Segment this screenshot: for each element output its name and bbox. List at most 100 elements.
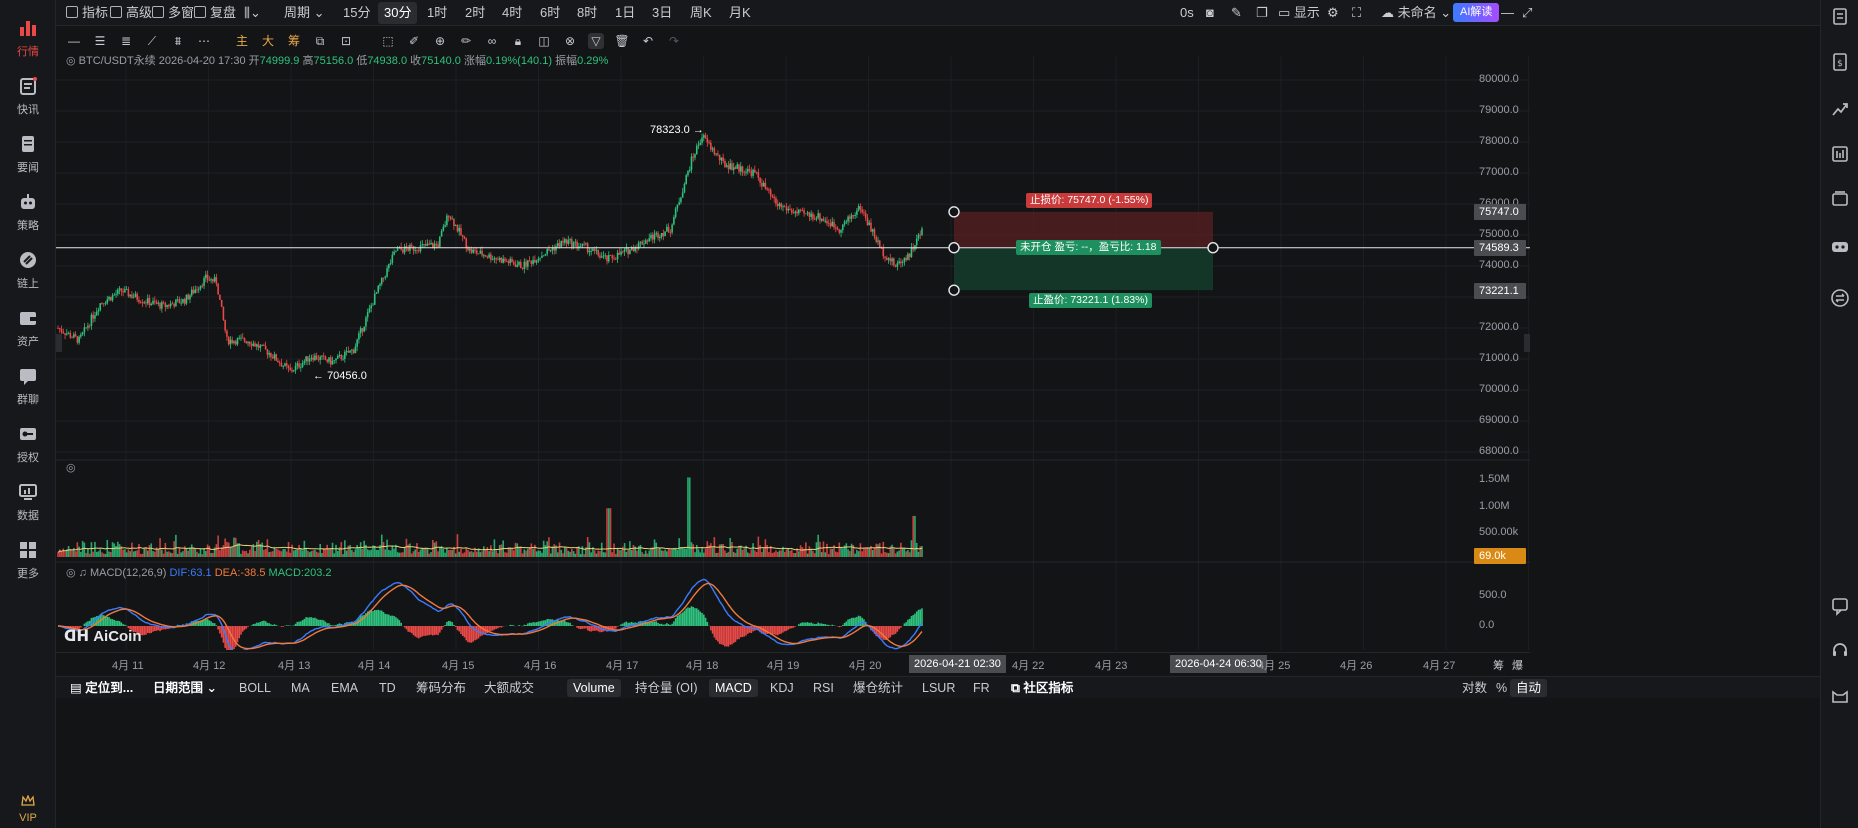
camera-icon[interactable]: ◙ <box>1206 5 1214 20</box>
minimize-icon[interactable]: — <box>1501 5 1514 20</box>
advanced-button[interactable]: 高级 <box>110 0 152 26</box>
nav-item-market[interactable]: 行情 <box>0 10 56 66</box>
interval-30m[interactable]: 30分 <box>378 2 418 24</box>
ruler-icon[interactable]: ✐ <box>408 34 420 48</box>
chart-type-button[interactable]: ⫼⌄ <box>244 0 261 26</box>
subchart-liquidation[interactable]: 爆仓统计 <box>853 681 904 695</box>
large-chip-button[interactable]: 大 <box>261 34 274 48</box>
period-button[interactable]: 周期 ⌄ <box>284 0 325 26</box>
auto-scale-toggle[interactable]: 自动 <box>1510 679 1548 697</box>
expand-icon[interactable]: ⤢ <box>1522 5 1533 20</box>
chip-dist-button[interactable]: 筹 <box>287 34 300 48</box>
subchart-rsi[interactable]: RSI <box>813 681 834 695</box>
main-chip-button[interactable]: 主 <box>235 34 248 48</box>
select-icon[interactable]: ⬚ <box>382 34 394 48</box>
subchart-macd[interactable]: MACD <box>709 679 758 697</box>
liquidation-tool-button[interactable]: 爆 <box>1512 660 1523 672</box>
nav-item-data[interactable]: 数据 <box>0 474 56 530</box>
interval-8h[interactable]: 8时 <box>577 5 598 20</box>
fullscreen-icon[interactable]: ⛶ <box>1352 5 1362 20</box>
chart-canvas[interactable] <box>56 56 1530 650</box>
channel-icon[interactable]: ≣ <box>120 34 132 48</box>
log-scale-toggle[interactable]: 对数 <box>1462 681 1488 695</box>
swap-icon[interactable] <box>1830 288 1850 308</box>
cat-icon[interactable] <box>1830 686 1850 706</box>
crop-icon[interactable]: ⊡ <box>340 34 352 48</box>
date-range-button[interactable]: 日期范围 ⌄ <box>153 677 217 699</box>
interval-week[interactable]: 周K <box>690 5 712 20</box>
nav-item-news[interactable]: 要闻 <box>0 126 56 182</box>
horizontal-line-icon[interactable]: ― <box>68 34 80 48</box>
position-status-tag[interactable]: 未开仓 盈亏: --，盈亏比: 1.18 <box>1016 240 1161 255</box>
layers-icon[interactable] <box>1830 190 1850 210</box>
eye-icon[interactable]: ◎ <box>66 567 76 579</box>
fib-icon[interactable]: ⩩ <box>174 34 182 48</box>
dollar-doc-icon[interactable]: $ <box>1830 52 1850 72</box>
indicator-button[interactable]: 指标 <box>66 0 108 26</box>
interval-1h[interactable]: 1时 <box>427 5 448 20</box>
subchart-lsur[interactable]: LSUR <box>922 681 956 695</box>
chip-tool-button[interactable]: 筹 <box>1493 660 1504 672</box>
stop-loss-tag[interactable]: 止损价: 75747.0 (-1.55%) <box>1026 193 1153 208</box>
volume-collapse-icon[interactable]: ◎ <box>66 462 76 474</box>
nav-item-chat[interactable]: 群聊 <box>0 358 56 414</box>
headset-icon[interactable] <box>1830 640 1850 660</box>
right-collapse-handle[interactable] <box>1524 334 1530 352</box>
layout-button[interactable]: ☁ 未命名 ⌄ <box>1381 0 1451 26</box>
trash-icon[interactable]: 🗑︎ <box>614 34 630 48</box>
undo-icon[interactable]: ↶ <box>642 34 654 48</box>
redo-icon[interactable]: ↷ <box>668 34 680 48</box>
time-axis[interactable]: 4月 11 4月 12 4月 13 4月 14 4月 15 4月 16 4月 1… <box>56 652 1530 674</box>
nav-item-flash[interactable]: 快讯 <box>0 68 56 124</box>
overlay-ema[interactable]: EMA <box>331 681 359 695</box>
interval-3d[interactable]: 3日 <box>652 5 673 20</box>
settings-icon[interactable]: ⚙ <box>1327 5 1339 20</box>
hide-icon[interactable]: ◫ <box>538 34 550 48</box>
filter-icon[interactable]: ▽ <box>588 33 604 49</box>
lock-icon[interactable]: 🔒︎ <box>514 34 522 48</box>
display-button[interactable]: ▭ 显示 <box>1278 0 1320 26</box>
position-handle[interactable] <box>948 206 960 218</box>
interval-1d[interactable]: 1日 <box>615 5 636 20</box>
subchart-fr[interactable]: FR <box>973 681 990 695</box>
kline-chart-icon[interactable] <box>1830 144 1850 164</box>
locate-button[interactable]: ▤ 定位到... <box>70 677 133 699</box>
take-profit-tag[interactable]: 止盈价: 73221.1 (1.83%) <box>1029 293 1152 308</box>
overlay-td[interactable]: TD <box>379 681 396 695</box>
nav-item-auth[interactable]: 授权 <box>0 416 56 472</box>
nav-item-onchain[interactable]: 链上 <box>0 242 56 298</box>
magnet-icon[interactable]: ⊗ <box>564 34 576 48</box>
copy-icon[interactable]: ❐ <box>1256 5 1268 20</box>
nav-item-assets[interactable]: 资产 <box>0 300 56 356</box>
ai-analysis-button[interactable]: AI解读 <box>1453 3 1500 22</box>
replay-button[interactable]: 复盘 <box>194 0 236 26</box>
zoom-in-icon[interactable]: ⊕ <box>434 34 446 48</box>
percent-scale-toggle[interactable]: % <box>1496 681 1508 695</box>
robot-assistant-icon[interactable] <box>1830 236 1850 256</box>
subchart-volume[interactable]: Volume <box>567 679 621 697</box>
pencil-icon[interactable]: ✎ <box>1231 5 1242 20</box>
copy-tool-icon[interactable]: ⧉ <box>315 34 325 48</box>
position-handle[interactable] <box>948 242 960 254</box>
interval-15m[interactable]: 15分 <box>343 5 371 20</box>
subchart-oi[interactable]: 持仓量 (OI) <box>635 681 698 695</box>
more-tools-icon[interactable]: ⋯ <box>198 34 210 48</box>
interval-2h[interactable]: 2时 <box>465 5 486 20</box>
trendline-icon[interactable]: ⟋ <box>147 34 157 48</box>
nav-item-strategy[interactable]: 策略 <box>0 184 56 240</box>
interval-month[interactable]: 月K <box>729 5 751 20</box>
eye-icon[interactable]: ◎ <box>66 55 76 67</box>
bell-icon[interactable]: ♫ <box>78 567 87 579</box>
trend-chart-icon[interactable] <box>1830 98 1850 118</box>
list-icon[interactable]: ☰ <box>94 34 106 48</box>
overlay-large-trades[interactable]: 大额成交 <box>484 681 535 695</box>
subchart-kdj[interactable]: KDJ <box>770 681 794 695</box>
position-handle[interactable] <box>948 284 960 296</box>
left-collapse-handle[interactable] <box>56 334 62 352</box>
interval-6h[interactable]: 6时 <box>540 5 561 20</box>
overlay-chip-dist[interactable]: 筹码分布 <box>416 681 467 695</box>
overlay-ma[interactable]: MA <box>291 681 310 695</box>
chat-bubble-icon[interactable] <box>1830 596 1850 616</box>
multi-window-button[interactable]: 多窗 <box>152 0 194 26</box>
overlay-boll[interactable]: BOLL <box>239 681 271 695</box>
